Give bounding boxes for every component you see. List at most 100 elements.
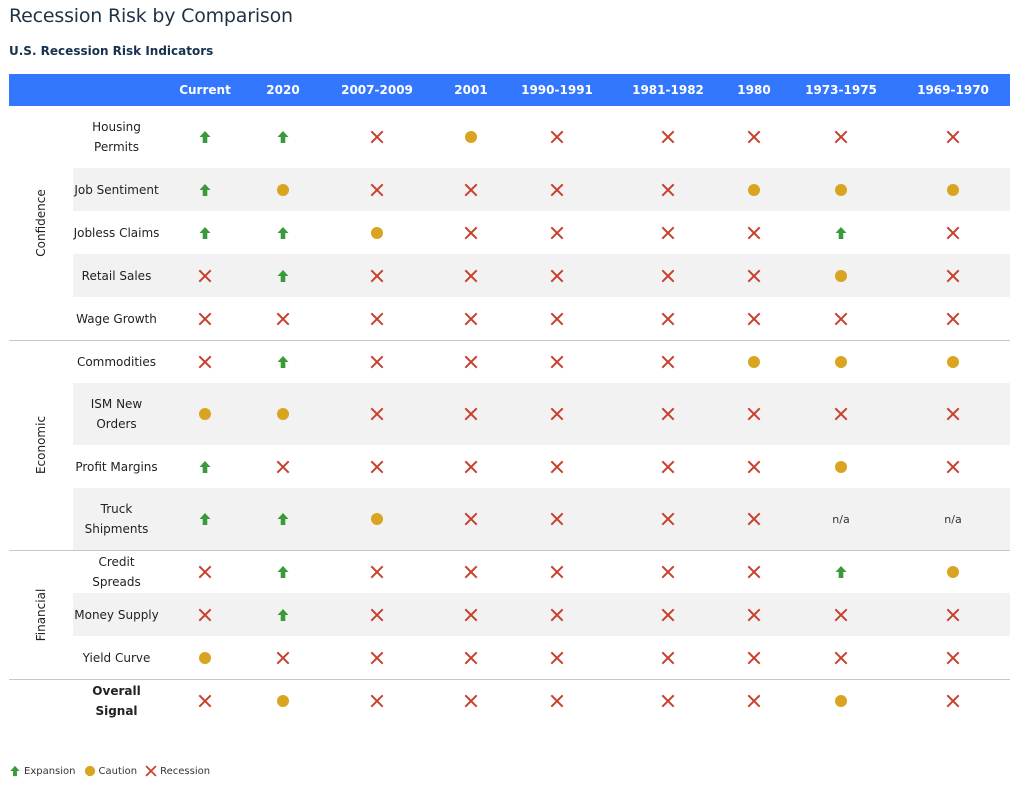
status-cell [537,340,577,383]
status-cell [263,297,303,340]
status-cell [185,168,225,211]
row-label: Money Supply [74,607,159,622]
recession-x-icon [464,226,478,239]
status-cell [357,679,397,722]
column-header: 1990-1991 [521,83,593,97]
status-cell [263,550,303,593]
table-row: Credit Spreads [9,550,1010,593]
table-row: Money Supply [9,593,1010,636]
status-cell [451,445,491,488]
recession-x-icon [661,565,675,578]
status-cell [734,679,774,722]
page-title: Recession Risk by Comparison [9,5,293,27]
recession-x-icon [747,512,761,526]
status-cell [734,383,774,445]
caution-circle-icon [748,183,760,196]
status-cell [933,297,973,340]
status-cell [263,445,303,488]
status-cell: n/a [933,488,973,550]
group-label: Economic [34,415,48,475]
expansion-arrow-icon [277,355,289,368]
recession-x-icon [370,407,384,421]
recession-x-icon [661,269,675,282]
recession-x-icon [747,460,761,473]
status-cell [933,106,973,168]
recession-x-icon [550,130,564,144]
status-cell [263,636,303,679]
status-cell [185,488,225,550]
row-shade [73,593,1010,636]
table-row: Yield Curve [9,636,1010,679]
status-cell [734,254,774,297]
table-row: Retail Sales [9,254,1010,297]
caution-circle-icon [835,355,847,368]
status-cell [933,383,973,445]
recession-x-icon [550,407,564,421]
recession-x-icon [370,608,384,621]
status-cell [734,106,774,168]
status-cell [451,383,491,445]
column-header: 1973-1975 [805,83,877,97]
status-cell [263,383,303,445]
status-cell [185,211,225,254]
table-row: Wage Growth [9,297,1010,340]
recession-x-icon [946,694,960,707]
status-cell [734,445,774,488]
caution-circle-icon [947,355,959,368]
status-cell [185,340,225,383]
expansion-arrow-icon [277,513,289,525]
status-cell [648,106,688,168]
group-label: Confidence [34,189,48,257]
status-cell [821,340,861,383]
recession-x-icon [661,694,675,707]
status-cell [263,211,303,254]
status-cell [185,383,225,445]
status-cell [357,636,397,679]
status-cell [933,168,973,211]
legend-label: Expansion [24,765,76,777]
status-cell [537,679,577,722]
column-header: 1969-1970 [917,83,989,97]
caution-circle-icon [835,694,847,707]
recession-x-icon [661,651,675,664]
expansion-arrow-icon [199,460,211,473]
status-cell [933,254,973,297]
recession-x-icon [747,651,761,664]
status-cell [263,106,303,168]
recession-x-icon [370,694,384,707]
status-cell [648,636,688,679]
recession-x-icon [747,565,761,578]
status-cell [357,297,397,340]
legend-label: Recession [160,765,211,777]
recession-x-icon [661,407,675,421]
recession-x-icon [946,407,960,421]
column-header: 1980 [737,83,771,97]
status-cell [263,254,303,297]
recession-x-icon [661,512,675,526]
status-cell [933,550,973,593]
recession-x-icon [464,269,478,282]
status-cell [263,593,303,636]
table-row: ISM New Orders [9,383,1010,445]
status-cell [537,211,577,254]
recession-x-icon [946,130,960,144]
row-shade [73,168,1010,211]
recession-x-icon [550,269,564,282]
status-cell [263,488,303,550]
status-cell [821,445,861,488]
status-cell: n/a [821,488,861,550]
table-row: Job Sentiment [9,168,1010,211]
row-label: Credit Spreads [92,554,141,589]
recession-x-icon [370,183,384,196]
caution-circle-icon [371,513,383,525]
table-subtitle: U.S. Recession Risk Indicators [9,44,214,58]
recession-x-icon [370,460,384,473]
status-cell [933,445,973,488]
recession-x-icon [198,694,212,707]
status-cell [451,636,491,679]
recession-x-icon [747,608,761,621]
status-cell [185,254,225,297]
recession-x-icon [370,269,384,282]
status-cell [648,445,688,488]
row-shade [73,254,1010,297]
